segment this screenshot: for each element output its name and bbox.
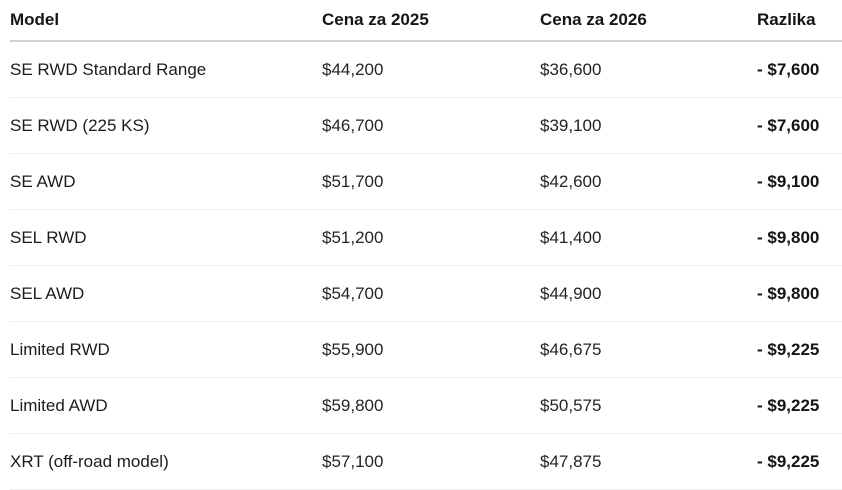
difference-cell: - $9,225 (757, 433, 842, 490)
model-cell: SEL AWD (10, 265, 322, 322)
price-2025-cell: $55,900 (322, 321, 540, 378)
table-header: Model Cena za 2025 Cena za 2026 Razlika (10, 0, 842, 42)
difference-cell: - $7,600 (757, 41, 842, 98)
difference-cell: - $9,800 (757, 209, 842, 266)
price-2026-cell: $50,575 (540, 377, 757, 434)
model-cell: SE RWD (225 KS) (10, 97, 322, 154)
difference-cell: - $9,225 (757, 377, 842, 434)
price-2026-cell: $44,900 (540, 265, 757, 322)
price-2025-cell: $59,800 (322, 377, 540, 434)
model-cell: SE AWD (10, 153, 322, 210)
header-row: Model Cena za 2025 Cena za 2026 Razlika (10, 0, 842, 42)
price-2026-cell: $39,100 (540, 97, 757, 154)
model-cell: SEL RWD (10, 209, 322, 266)
column-header-price-2025: Cena za 2025 (322, 0, 540, 42)
price-2025-cell: $44,200 (322, 41, 540, 98)
price-2025-cell: $46,700 (322, 97, 540, 154)
table-row: SEL RWD $51,200 $41,400 - $9,800 (10, 209, 842, 266)
table-row: Limited AWD $59,800 $50,575 - $9,225 (10, 377, 842, 434)
column-header-model: Model (10, 0, 322, 42)
model-cell: XRT (off-road model) (10, 433, 322, 490)
model-cell: Limited RWD (10, 321, 322, 378)
table-row: SE RWD Standard Range $44,200 $36,600 - … (10, 41, 842, 98)
difference-cell: - $9,100 (757, 153, 842, 210)
model-cell: Limited AWD (10, 377, 322, 434)
difference-cell: - $9,225 (757, 321, 842, 378)
price-2026-cell: $47,875 (540, 433, 757, 490)
table-row: Limited RWD $55,900 $46,675 - $9,225 (10, 321, 842, 378)
price-2026-cell: $36,600 (540, 41, 757, 98)
price-2025-cell: $57,100 (322, 433, 540, 490)
price-comparison-table: Model Cena za 2025 Cena za 2026 Razlika … (10, 0, 842, 490)
price-2026-cell: $46,675 (540, 321, 757, 378)
difference-cell: - $7,600 (757, 97, 842, 154)
price-2025-cell: $51,700 (322, 153, 540, 210)
column-header-price-2026: Cena za 2026 (540, 0, 757, 42)
model-cell: SE RWD Standard Range (10, 41, 322, 98)
price-2025-cell: $54,700 (322, 265, 540, 322)
table-row: SEL AWD $54,700 $44,900 - $9,800 (10, 265, 842, 322)
table-row: SE RWD (225 KS) $46,700 $39,100 - $7,600 (10, 97, 842, 154)
table-body: SE RWD Standard Range $44,200 $36,600 - … (10, 41, 842, 490)
column-header-difference: Razlika (757, 0, 842, 42)
table-row: SE AWD $51,700 $42,600 - $9,100 (10, 153, 842, 210)
table-row: XRT (off-road model) $57,100 $47,875 - $… (10, 433, 842, 490)
price-2025-cell: $51,200 (322, 209, 540, 266)
price-2026-cell: $41,400 (540, 209, 757, 266)
price-2026-cell: $42,600 (540, 153, 757, 210)
difference-cell: - $9,800 (757, 265, 842, 322)
